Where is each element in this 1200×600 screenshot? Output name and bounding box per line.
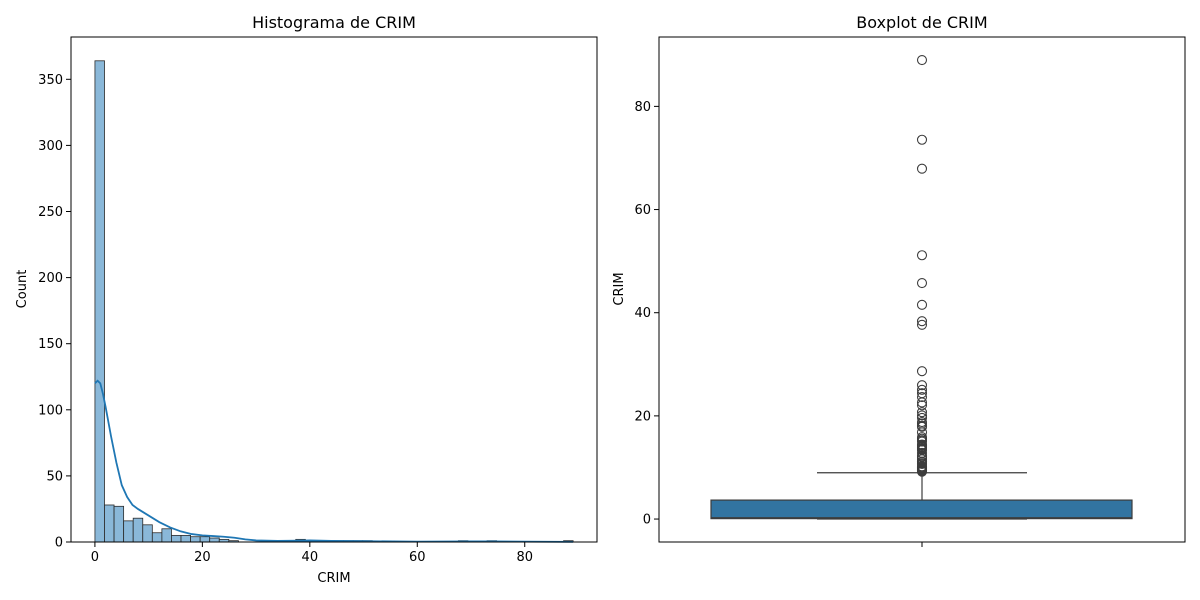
boxplot-outlier-point	[916, 421, 928, 432]
boxplot-outlier-point	[916, 397, 928, 408]
boxplot-y-tick-label: 0	[643, 513, 651, 528]
histogram-title: Histograma de CRIM	[252, 13, 416, 32]
histogram-bar	[151, 532, 163, 543]
boxplot-outlier-point	[916, 366, 928, 377]
boxplot-outlier-point	[916, 55, 928, 66]
boxplot-y-tick-label: 80	[634, 100, 651, 115]
kde-line	[94, 379, 574, 543]
histogram-y-tick-label: 200	[38, 271, 63, 286]
histogram-x-ticks: 0 20 40 60 80	[91, 542, 533, 565]
boxplot-outlier-point	[916, 316, 928, 327]
histogram-bar	[161, 528, 172, 543]
histogram-y-tick-label: 50	[46, 469, 63, 484]
histogram-bar	[142, 524, 153, 543]
histogram-panel: Histograma de CRIM CRIM Count 0 20 40 60 80 …	[15, 13, 598, 586]
boxplot-outlier-point	[916, 299, 928, 310]
histogram-bar	[171, 534, 182, 543]
histogram-y-tick-label: 250	[38, 205, 63, 220]
histogram-bar	[132, 517, 144, 543]
boxplot-axes-frame	[658, 36, 1186, 543]
boxplot-panel: Boxplot de CRIM CRIM 0 20 40 60 80	[612, 13, 1186, 547]
histogram-y-ticks: 0 50 100 150 200 250 300 350	[38, 73, 71, 551]
boxplot-outlier-point	[916, 163, 928, 174]
boxplot-outlier-point	[916, 380, 928, 391]
boxplot-y-axis-label: CRIM	[612, 272, 627, 305]
histogram-y-axis-label: Count	[15, 270, 30, 309]
histogram-y-tick-label: 350	[38, 73, 63, 88]
histogram-x-tick-label: 0	[91, 550, 99, 565]
histogram-bar	[180, 534, 191, 543]
histogram-x-tick-label: 40	[302, 550, 319, 565]
boxplot-body	[710, 472, 1133, 520]
boxplot-outlier-point	[916, 407, 928, 418]
histogram-y-tick-label: 150	[38, 337, 63, 352]
boxplot-y-ticks: 0 20 40 60 80	[634, 100, 659, 528]
boxplot-outlier-point	[916, 466, 928, 477]
boxplot-outlier-point	[916, 134, 928, 145]
histogram-bar	[123, 520, 134, 543]
histogram-x-axis-label: CRIM	[317, 571, 350, 586]
boxplot-y-tick-label: 60	[634, 203, 651, 218]
boxplot-outlier-point	[916, 410, 928, 421]
boxplot-outlier-point	[916, 250, 928, 261]
histogram-bar	[209, 537, 220, 543]
boxplot-outlier-point	[916, 384, 928, 395]
histogram-y-tick-label: 100	[38, 403, 63, 418]
histogram-bar	[190, 536, 201, 543]
boxplot-outliers	[916, 55, 928, 477]
boxplot-outlier-point	[916, 392, 928, 403]
histogram-x-tick-label: 20	[194, 550, 211, 565]
boxplot-outlier-point	[916, 319, 928, 330]
boxplot-box	[710, 499, 1133, 520]
histogram-axes-frame	[70, 36, 598, 543]
boxplot-y-tick-label: 40	[634, 306, 651, 321]
boxplot-title: Boxplot de CRIM	[856, 13, 987, 32]
histogram-bar	[94, 60, 105, 543]
histogram-kde	[94, 379, 574, 543]
histogram-bar	[199, 536, 211, 543]
histogram-y-tick-label: 300	[38, 139, 63, 154]
histogram-x-tick-label: 60	[409, 550, 426, 565]
histogram-y-tick-label: 0	[55, 536, 63, 551]
boxplot-y-tick-label: 20	[634, 409, 651, 424]
boxplot-outlier-point	[916, 400, 928, 411]
histogram-bar	[113, 505, 125, 543]
histogram-x-tick-label: 80	[516, 550, 533, 565]
boxplot-outlier-point	[916, 278, 928, 289]
histogram-bar	[104, 504, 115, 543]
